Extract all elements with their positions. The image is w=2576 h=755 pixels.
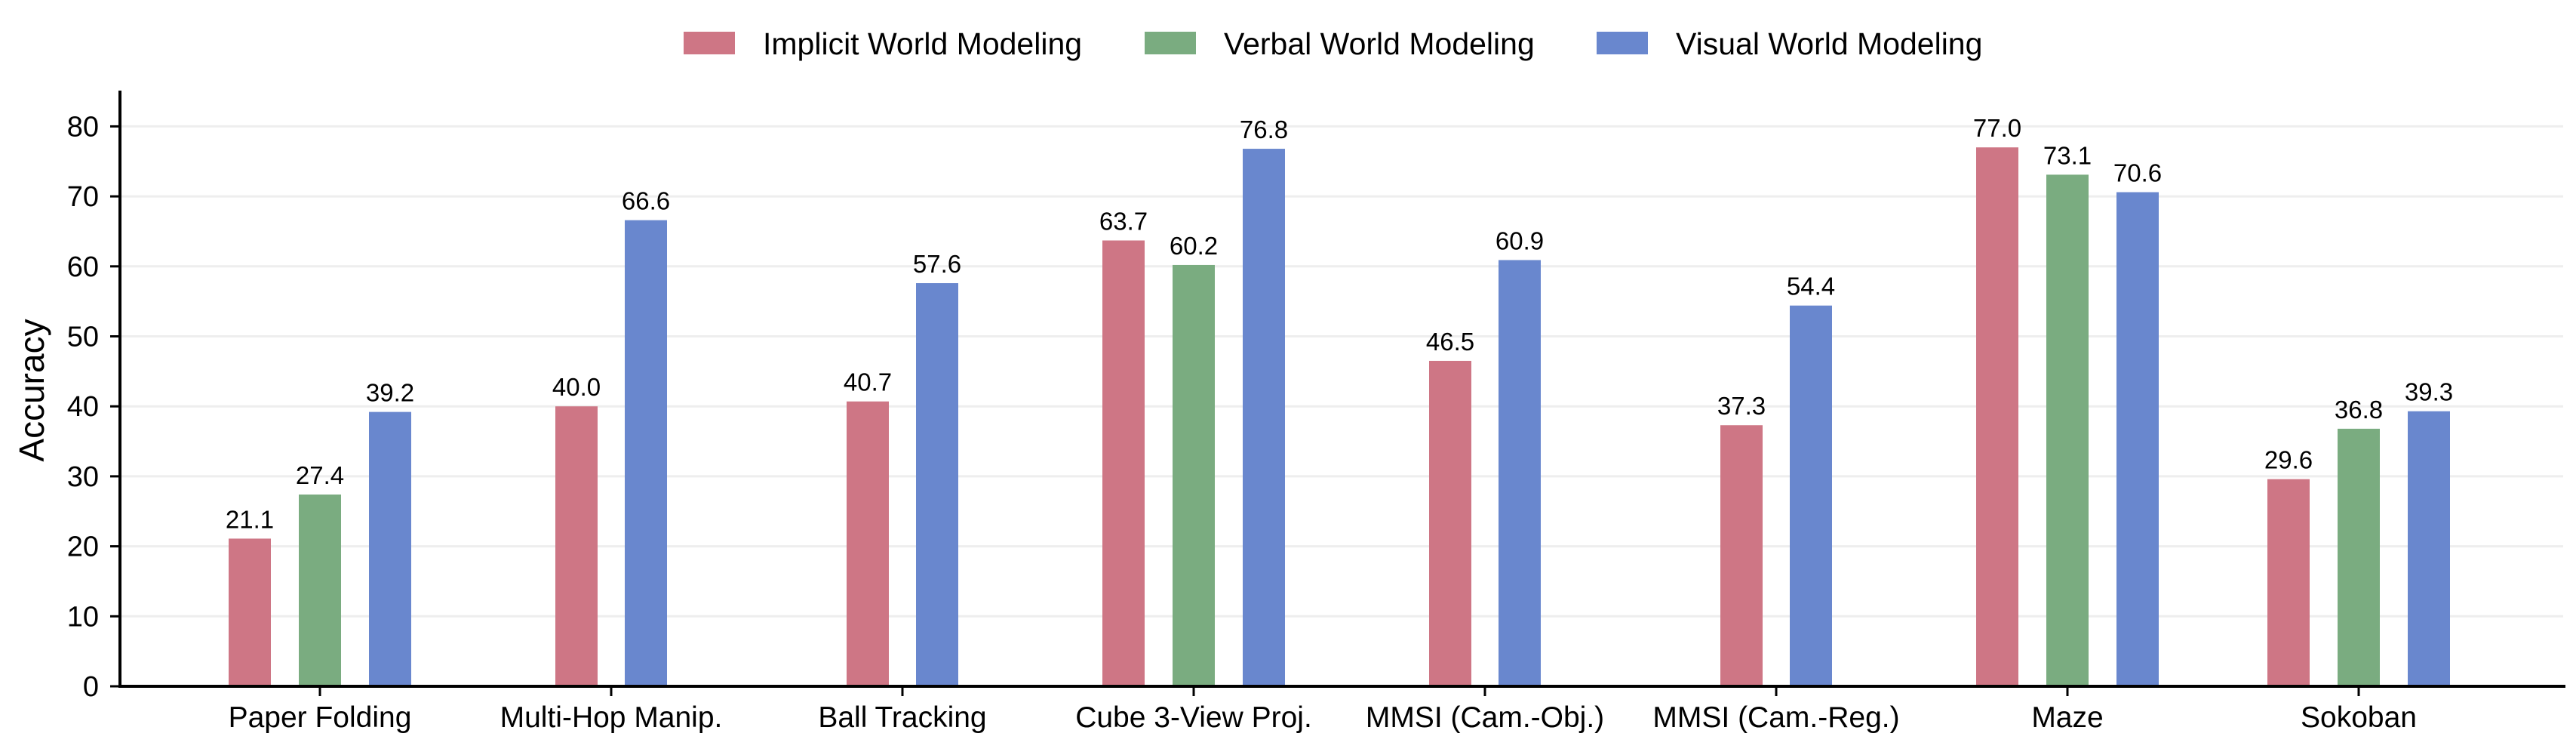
bar-implicit-world-modeling-maze — [1976, 147, 2018, 686]
value-label-visual-world-modeling-maze: 70.6 — [2113, 159, 2162, 187]
y-ticks: 0 10 20 30 40 50 60 70 80 — [67, 111, 120, 703]
bar-verbal-world-modeling-paper-folding — [299, 495, 341, 686]
bar-verbal-world-modeling-maze — [2046, 174, 2089, 686]
y-axis-label: Accuracy — [12, 319, 51, 461]
legend-item-visual-world-modeling: Visual World Modeling — [1597, 26, 1982, 61]
bar-visual-world-modeling-maze — [2116, 192, 2159, 687]
value-label-visual-world-modeling-ball-tracking: 57.6 — [913, 250, 961, 278]
value-label-visual-world-modeling-mmsi-cam-obj: 60.9 — [1495, 226, 1544, 254]
value-label-implicit-world-modeling-cube-3-view-proj: 63.7 — [1099, 208, 1148, 236]
bar-verbal-world-modeling-sokoban — [2338, 428, 2380, 686]
value-label-visual-world-modeling-multi-hop-manip: 66.6 — [622, 187, 670, 215]
bar-implicit-world-modeling-mmsi-cam-reg — [1720, 425, 1763, 686]
bar-visual-world-modeling-mmsi-cam-obj — [1499, 260, 1541, 686]
legend-item-verbal-world-modeling: Verbal World Modeling — [1145, 26, 1535, 61]
value-label-verbal-world-modeling-cube-3-view-proj: 60.2 — [1170, 232, 1218, 260]
x-tick-label-cube-3-view-proj: Cube 3-View Proj. — [1075, 701, 1312, 734]
bar-visual-world-modeling-paper-folding — [369, 411, 411, 686]
y-tick-label: 40 — [67, 391, 99, 423]
value-label-implicit-world-modeling-mmsi-cam-reg: 37.3 — [1717, 392, 1766, 420]
y-tick-label: 30 — [67, 461, 99, 493]
bar-implicit-world-modeling-multi-hop-manip — [555, 406, 598, 686]
legend-swatch — [1597, 32, 1648, 54]
bar-implicit-world-modeling-sokoban — [2267, 479, 2310, 686]
bar-implicit-world-modeling-mmsi-cam-obj — [1429, 360, 1471, 686]
value-label-implicit-world-modeling-mmsi-cam-obj: 46.5 — [1426, 328, 1474, 356]
value-label-implicit-world-modeling-paper-folding: 21.1 — [226, 505, 274, 533]
x-tick-label-ball-tracking: Ball Tracking — [818, 701, 986, 734]
bar-visual-world-modeling-cube-3-view-proj — [1243, 149, 1285, 687]
x-tick-label-multi-hop-manip: Multi-Hop Manip. — [500, 701, 723, 734]
value-label-visual-world-modeling-mmsi-cam-reg: 54.4 — [1787, 273, 1835, 300]
bar-verbal-world-modeling-cube-3-view-proj — [1173, 264, 1215, 686]
y-tick-label: 20 — [67, 532, 99, 563]
value-label-verbal-world-modeling-maze: 73.1 — [2043, 141, 2092, 169]
y-tick-label: 70 — [67, 181, 99, 213]
x-ticks: Paper Folding Multi-Hop Manip. Ball Tracki… — [229, 686, 2417, 734]
value-label-implicit-world-modeling-multi-hop-manip: 40.0 — [552, 373, 601, 401]
legend-label: Implicit World Modeling — [763, 26, 1082, 61]
value-label-visual-world-modeling-cube-3-view-proj: 76.8 — [1240, 116, 1288, 143]
legend-swatch — [1145, 32, 1196, 54]
value-label-visual-world-modeling-paper-folding: 39.2 — [366, 379, 414, 407]
bar-implicit-world-modeling-ball-tracking — [847, 401, 889, 686]
x-tick-label-sokoban: Sokoban — [2301, 701, 2417, 734]
bar-implicit-world-modeling-cube-3-view-proj — [1102, 240, 1145, 687]
value-label-implicit-world-modeling-maze: 77.0 — [1973, 114, 2021, 142]
value-label-implicit-world-modeling-sokoban: 29.6 — [2264, 446, 2313, 474]
legend-label: Visual World Modeling — [1676, 26, 1982, 61]
legend: Implicit World Modeling Verbal World Mode… — [684, 26, 1982, 61]
bar-implicit-world-modeling-paper-folding — [229, 538, 271, 686]
legend-label: Verbal World Modeling — [1224, 26, 1535, 61]
value-label-verbal-world-modeling-sokoban: 36.8 — [2335, 396, 2383, 424]
bar-visual-world-modeling-multi-hop-manip — [625, 220, 667, 686]
y-tick-label: 60 — [67, 251, 99, 283]
x-tick-label-mmsi-cam-reg: MMSI (Cam.-Reg.) — [1652, 701, 1899, 734]
y-tick-label: 0 — [83, 671, 99, 703]
y-tick-label: 80 — [67, 111, 99, 143]
axes — [118, 91, 2565, 688]
bar-visual-world-modeling-mmsi-cam-reg — [1790, 305, 1832, 686]
value-labels: 21.1 27.4 39.2 40.0 66.6 40.7 57.6 63.7 60.2 76.8… — [226, 114, 2453, 533]
bars — [229, 147, 2450, 687]
x-tick-label-paper-folding: Paper Folding — [229, 701, 412, 734]
legend-item-implicit-world-modeling: Implicit World Modeling — [684, 26, 1082, 61]
bar-visual-world-modeling-sokoban — [2408, 411, 2450, 686]
gridlines — [121, 125, 2563, 618]
value-label-verbal-world-modeling-paper-folding: 27.4 — [296, 461, 344, 489]
value-label-implicit-world-modeling-ball-tracking: 40.7 — [844, 368, 892, 396]
value-label-visual-world-modeling-sokoban: 39.3 — [2405, 378, 2453, 406]
y-tick-label: 10 — [67, 601, 99, 633]
y-tick-label: 50 — [67, 322, 99, 353]
legend-swatch — [684, 32, 735, 54]
bar-visual-world-modeling-ball-tracking — [916, 283, 958, 687]
x-tick-label-mmsi-cam-obj: MMSI (Cam.-Obj.) — [1366, 701, 1604, 734]
x-tick-label-maze: Maze — [2031, 701, 2103, 734]
